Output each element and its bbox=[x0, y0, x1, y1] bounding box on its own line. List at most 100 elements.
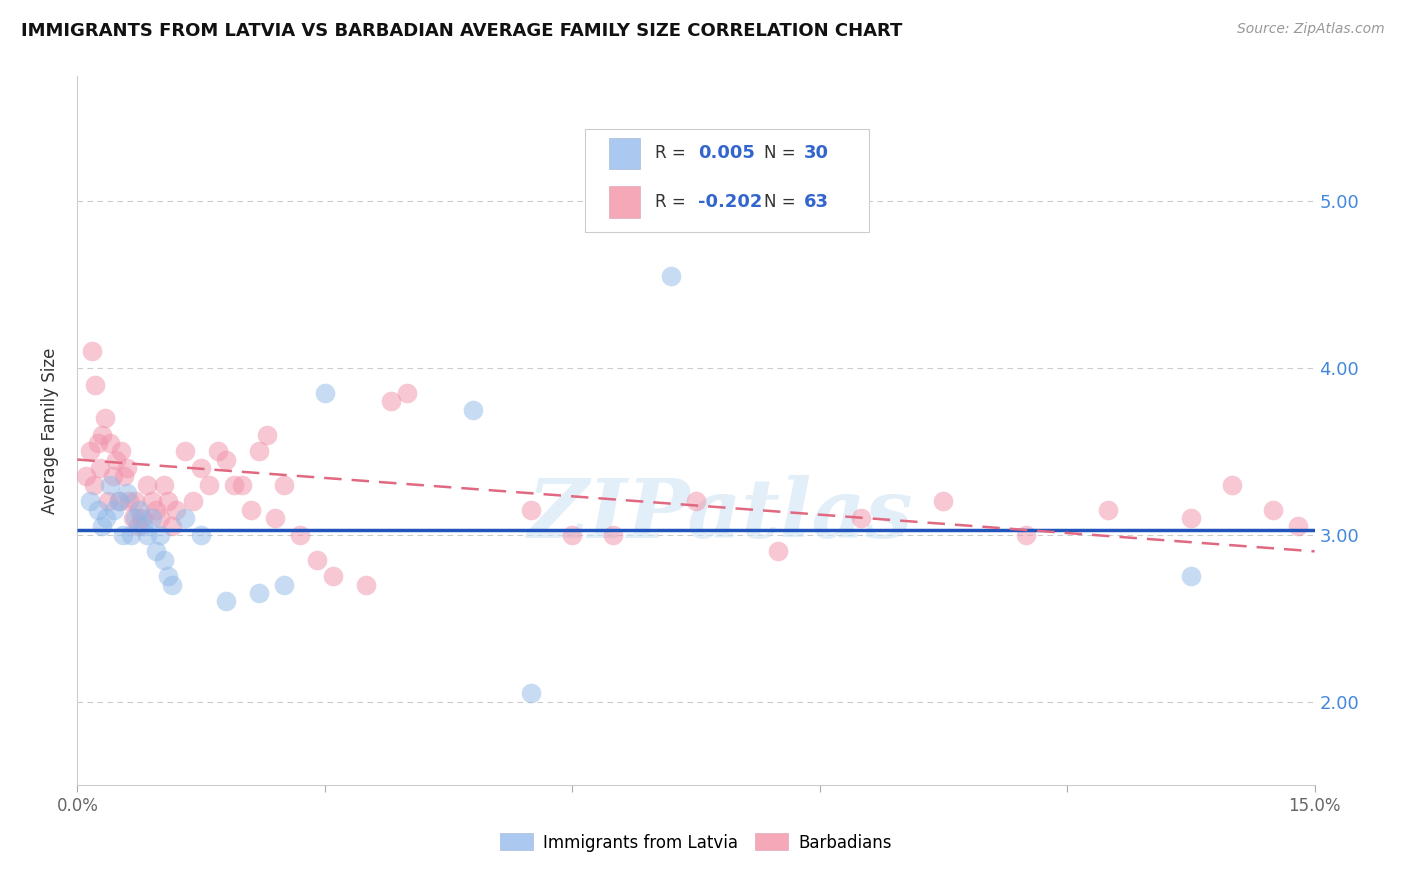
Point bbox=[75, 469, 97, 483]
Point bbox=[87, 502, 110, 516]
Text: 63: 63 bbox=[804, 193, 828, 211]
Text: ZIPatlas: ZIPatlas bbox=[529, 475, 914, 556]
Point bbox=[103, 502, 125, 516]
Point bbox=[124, 494, 146, 508]
Point bbox=[396, 385, 419, 400]
Point bbox=[112, 469, 135, 483]
Point bbox=[520, 686, 543, 700]
Point bbox=[273, 477, 295, 491]
Point bbox=[79, 494, 101, 508]
Point bbox=[520, 502, 543, 516]
Point bbox=[107, 494, 129, 508]
Point bbox=[322, 569, 344, 583]
Point bbox=[256, 427, 278, 442]
Point bbox=[132, 519, 155, 533]
Point bbox=[129, 511, 152, 525]
Text: 30: 30 bbox=[804, 145, 828, 162]
Point bbox=[121, 511, 143, 525]
Point bbox=[685, 494, 707, 508]
Point bbox=[91, 427, 114, 442]
Point bbox=[1097, 502, 1119, 516]
Y-axis label: Average Family Size: Average Family Size bbox=[41, 347, 59, 514]
Point bbox=[145, 502, 167, 516]
Point bbox=[602, 527, 624, 541]
Point bbox=[215, 452, 238, 467]
Point bbox=[1015, 527, 1038, 541]
Point bbox=[110, 444, 132, 458]
Point bbox=[89, 461, 111, 475]
Point bbox=[153, 552, 176, 566]
FancyBboxPatch shape bbox=[585, 129, 869, 232]
Text: N =: N = bbox=[763, 193, 801, 211]
Point bbox=[79, 444, 101, 458]
Point bbox=[463, 402, 485, 417]
Text: R =: R = bbox=[655, 193, 692, 211]
Point bbox=[136, 527, 159, 541]
Point bbox=[314, 385, 336, 400]
Point bbox=[1286, 519, 1309, 533]
Point bbox=[1263, 502, 1285, 516]
Point bbox=[849, 511, 872, 525]
Point bbox=[1180, 511, 1202, 525]
Point bbox=[231, 477, 253, 491]
Point bbox=[165, 502, 187, 516]
Point bbox=[120, 527, 142, 541]
Text: R =: R = bbox=[655, 145, 692, 162]
Point bbox=[87, 436, 110, 450]
Point bbox=[84, 377, 107, 392]
Point bbox=[160, 578, 183, 592]
Point bbox=[124, 511, 146, 525]
Point bbox=[239, 502, 262, 516]
Point bbox=[288, 527, 311, 541]
Point bbox=[190, 461, 212, 475]
Point bbox=[173, 511, 195, 525]
Point bbox=[247, 586, 270, 600]
Point bbox=[97, 494, 120, 508]
Point bbox=[215, 594, 238, 608]
Point bbox=[207, 444, 229, 458]
Point bbox=[153, 477, 176, 491]
Point bbox=[222, 477, 245, 491]
Point bbox=[127, 519, 149, 533]
Point bbox=[141, 511, 163, 525]
Point bbox=[132, 511, 155, 525]
Point bbox=[160, 519, 183, 533]
Point bbox=[115, 486, 138, 500]
Point bbox=[93, 410, 115, 425]
Text: 0.005: 0.005 bbox=[699, 145, 755, 162]
Point bbox=[98, 436, 121, 450]
Point bbox=[145, 544, 167, 558]
Point bbox=[82, 344, 104, 359]
Point bbox=[190, 527, 212, 541]
Bar bbox=[609, 137, 640, 169]
Point bbox=[101, 469, 124, 483]
Point bbox=[932, 494, 955, 508]
Point bbox=[128, 502, 150, 516]
Point bbox=[273, 578, 295, 592]
Text: -0.202: -0.202 bbox=[699, 193, 763, 211]
Point bbox=[141, 494, 163, 508]
Point bbox=[96, 511, 118, 525]
Point bbox=[173, 444, 195, 458]
Point bbox=[561, 527, 583, 541]
Point bbox=[1220, 477, 1243, 491]
Point bbox=[111, 527, 134, 541]
Point bbox=[380, 394, 402, 409]
Bar bbox=[609, 186, 640, 218]
Legend: Immigrants from Latvia, Barbadians: Immigrants from Latvia, Barbadians bbox=[494, 827, 898, 858]
Point bbox=[157, 569, 180, 583]
Point bbox=[115, 461, 138, 475]
Point bbox=[264, 511, 287, 525]
Point bbox=[83, 477, 105, 491]
Point bbox=[181, 494, 204, 508]
Point bbox=[149, 511, 172, 525]
Point bbox=[118, 494, 141, 508]
Point bbox=[157, 494, 180, 508]
Point bbox=[1180, 569, 1202, 583]
Point bbox=[91, 519, 114, 533]
Point bbox=[305, 552, 328, 566]
Text: N =: N = bbox=[763, 145, 801, 162]
Text: Source: ZipAtlas.com: Source: ZipAtlas.com bbox=[1237, 22, 1385, 37]
Point bbox=[98, 477, 121, 491]
Point bbox=[768, 544, 790, 558]
